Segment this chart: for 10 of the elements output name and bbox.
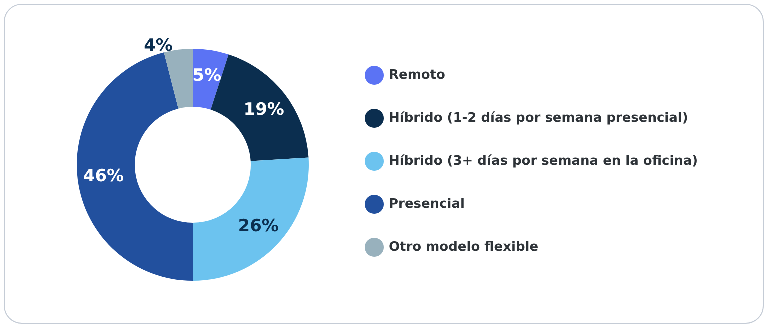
legend-label: Otro modelo flexible: [389, 240, 539, 255]
data-label: 46%: [83, 166, 124, 186]
legend-label: Híbrido (3+ días por semana en la oficina): [389, 154, 698, 169]
legend-label: Presencial: [389, 197, 465, 212]
data-label: 5%: [192, 66, 222, 86]
data-label: 4%: [144, 36, 173, 56]
legend-label: Híbrido (1-2 días por semana presencial): [389, 111, 688, 126]
legend-label: Remoto: [389, 68, 446, 83]
data-label: 26%: [238, 216, 279, 237]
data-label: 19%: [244, 100, 284, 120]
